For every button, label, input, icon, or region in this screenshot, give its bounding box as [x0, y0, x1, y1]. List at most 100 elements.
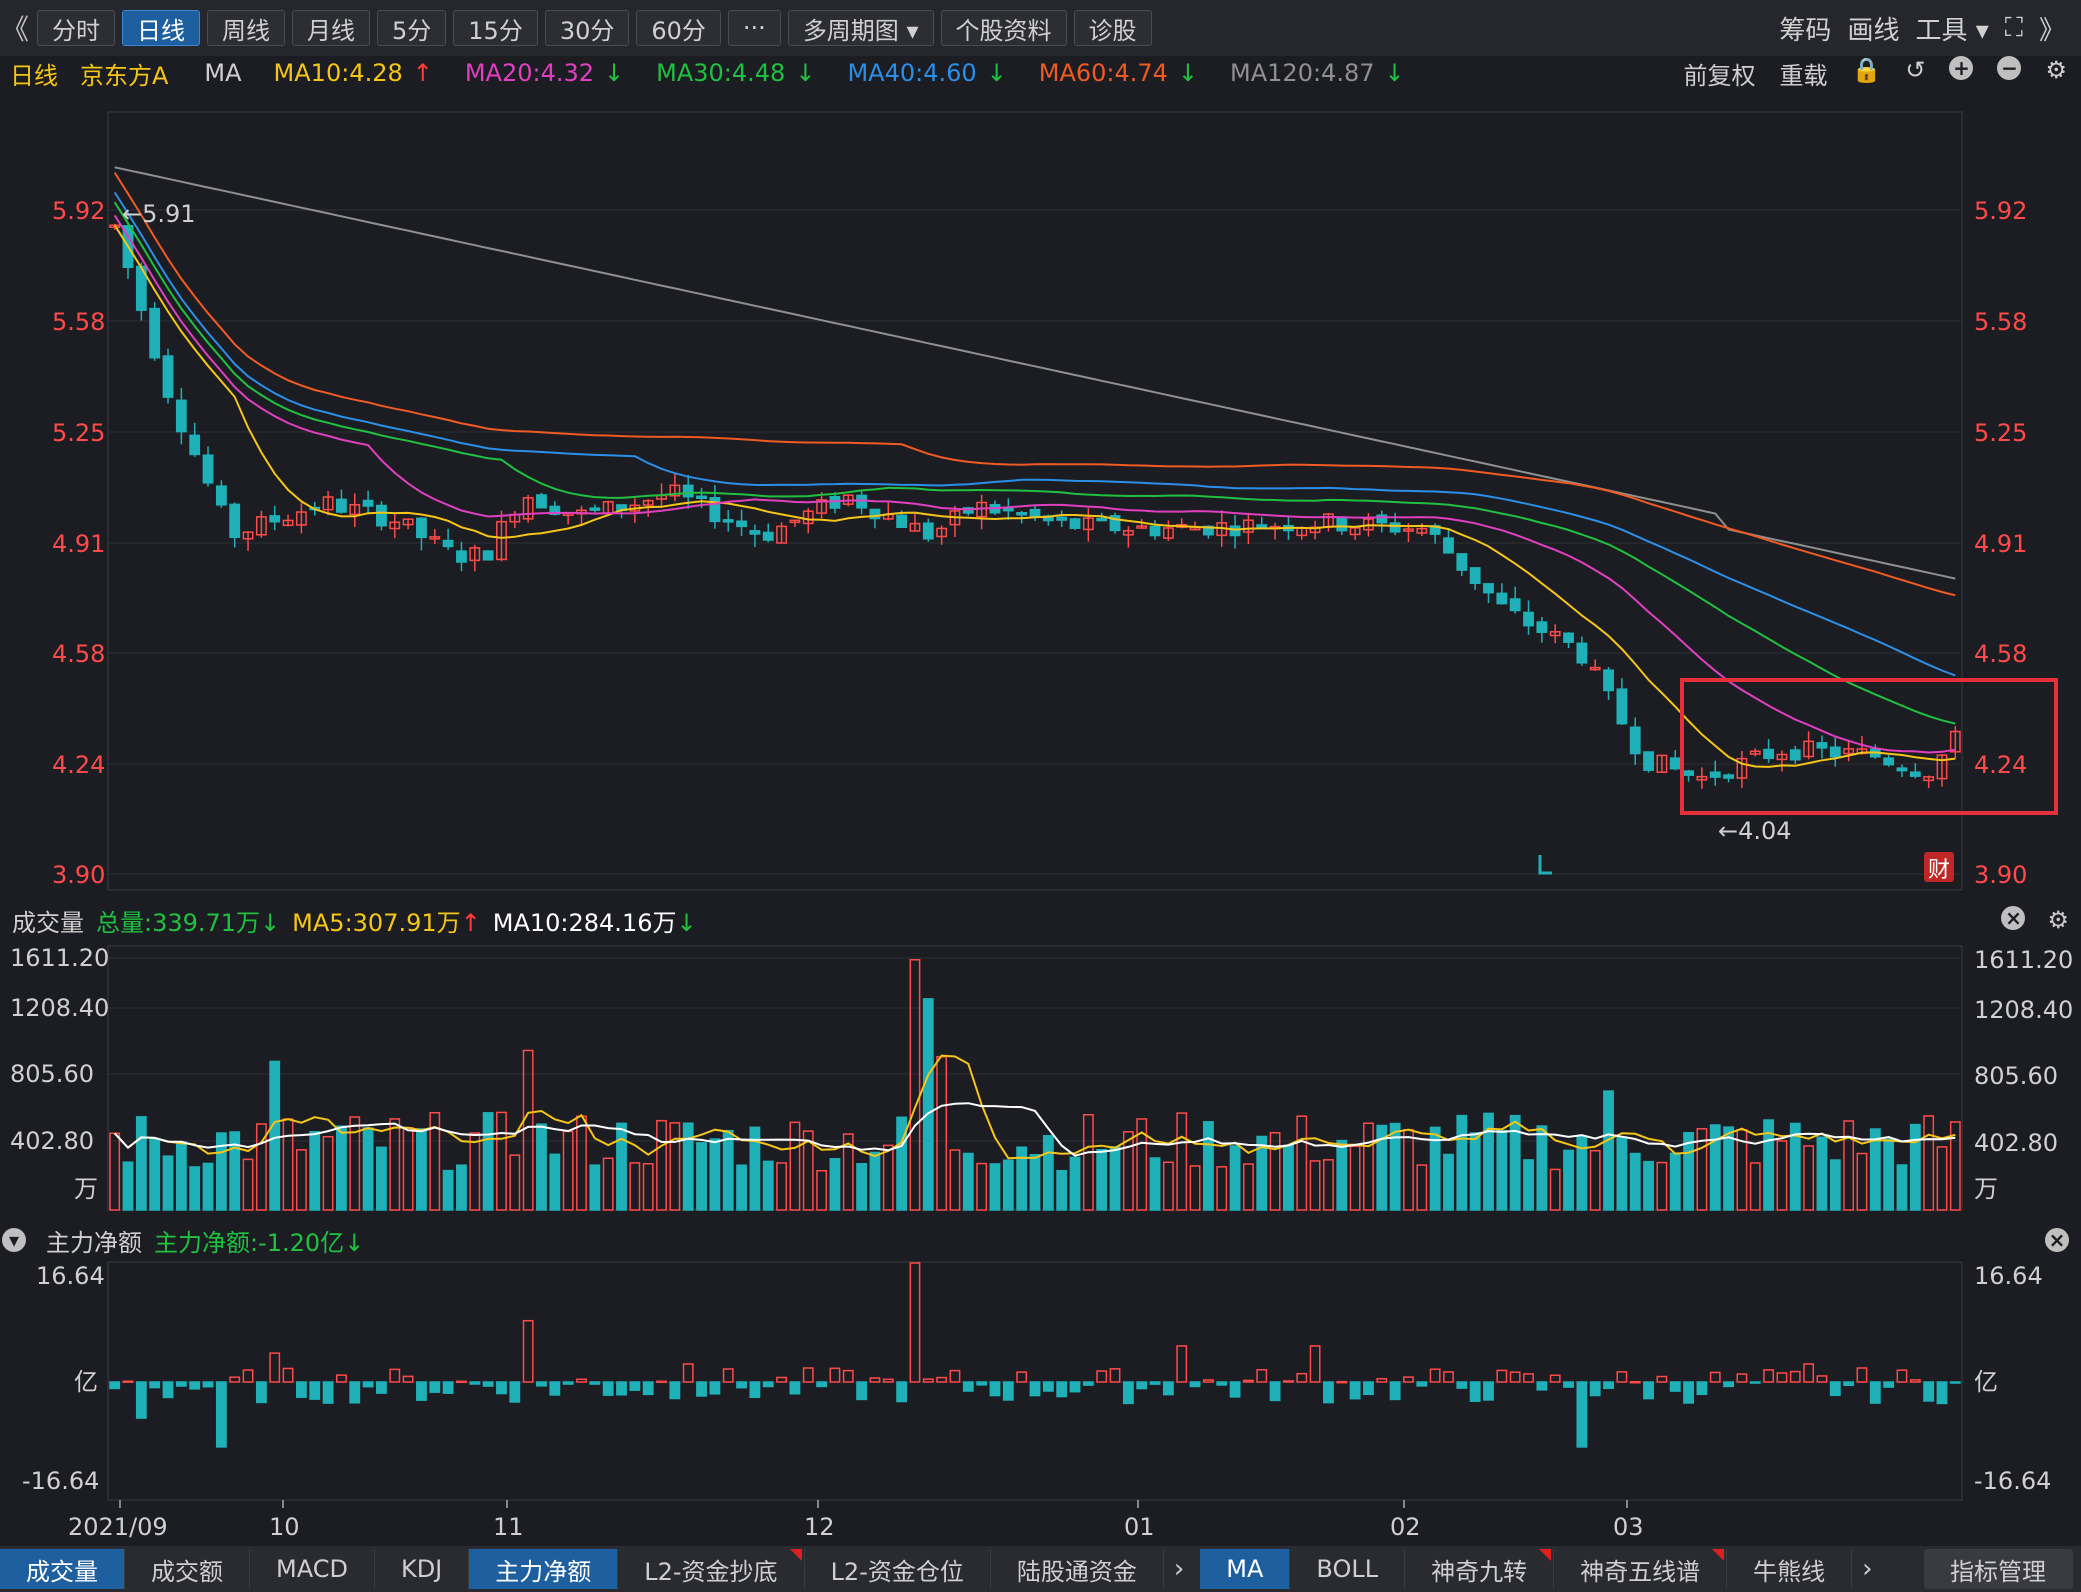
zoom-in-icon[interactable]: + [1949, 55, 1974, 80]
lock-icon[interactable]: 🔒 [1851, 55, 1882, 84]
chart-canvas[interactable]: 5.92 5.92 5.58 5.58 5.25 5.25 4.91 4.91 4.58 4.58… [0, 0, 2081, 1546]
mainforce-bar [1309, 1345, 1321, 1383]
volume-bar [175, 1141, 187, 1211]
bottom_tabs2-tab-1[interactable]: BOLL [1290, 1549, 1406, 1589]
draw-line-button[interactable]: 画线 [1847, 15, 1900, 46]
period-button-7[interactable]: 60分 [636, 10, 721, 46]
volume-bar [1789, 1122, 1801, 1211]
mainforce-bar [1736, 1373, 1748, 1383]
reload-button[interactable]: 重载 [1779, 61, 1828, 90]
candle-body [1669, 757, 1681, 770]
zoom-out-icon[interactable]: − [1997, 55, 2022, 80]
bottom_tabs2-tab-4[interactable]: 牛熊线 [1727, 1549, 1853, 1589]
candle-body [1723, 774, 1735, 779]
volume-bar [762, 1160, 774, 1211]
volume-bar [642, 1163, 654, 1211]
tools-button[interactable]: 工具 ▾ [1915, 15, 1989, 46]
prev-arrow-icon[interactable]: 《 [0, 13, 29, 46]
bottom_tabs-tab-5[interactable]: L2-资金抄底 [618, 1549, 805, 1589]
fullscreen-icon[interactable]: ⛶ [2004, 12, 2023, 43]
stock-info-button[interactable]: 个股资料 [940, 10, 1067, 46]
volume-bar [1829, 1159, 1841, 1211]
tabs2-more-arrow-icon[interactable]: › [1862, 1554, 1873, 1584]
ma-label-3: MA40:4.60 ↓ [847, 59, 1007, 87]
collapse-panel-icon[interactable]: ▾ [2, 1228, 26, 1252]
price-tick-right: 5.92 [1974, 197, 2027, 225]
mainforce-bar [1669, 1381, 1681, 1392]
period-button-3[interactable]: 月线 [292, 10, 370, 46]
mainforce-bar [776, 1376, 787, 1383]
candle-body [1589, 666, 1601, 671]
mainforce-bar [1389, 1381, 1401, 1401]
candle-body [1069, 518, 1081, 529]
bottom_tabs2-tab-0[interactable]: MA [1200, 1549, 1291, 1589]
mainforce-bar [1229, 1381, 1241, 1398]
volume-tick-left: 402.80 [10, 1127, 94, 1155]
indicator-management-button[interactable]: 指标管理 [1924, 1549, 2073, 1589]
bottom_tabs-tab-4[interactable]: 主力净额 [469, 1549, 619, 1589]
volume-bar [749, 1126, 761, 1211]
candle-body [922, 522, 934, 540]
period-button-2[interactable]: 周线 [207, 10, 285, 46]
period-button-1[interactable]: 日线 [122, 10, 200, 46]
mainforce-bar [442, 1381, 454, 1394]
candle-body [1416, 527, 1428, 534]
close-panel-icon[interactable]: × [2001, 906, 2026, 930]
bottom_tabs-tab-6[interactable]: L2-资金仓位 [805, 1549, 991, 1589]
period-button-8[interactable]: ··· [727, 10, 781, 46]
mainforce-bar [1536, 1381, 1548, 1391]
bottom_tabs-tab-3[interactable]: KDJ [375, 1549, 470, 1589]
multi-period-button[interactable]: 多周期图 ▾ [787, 10, 934, 46]
mainforce-bar [309, 1381, 321, 1400]
volume-bar [789, 1121, 801, 1211]
date-label: 02 [1390, 1513, 1421, 1541]
bottom_tabs2-tab-2[interactable]: 神奇九转 [1405, 1549, 1555, 1589]
volume-bar [1002, 1159, 1014, 1211]
candle-body [1789, 749, 1801, 761]
panel-settings-gear-icon[interactable]: ⚙ [2047, 906, 2069, 934]
mainforce-panel-header: ▾ 主力净额 主力净额:-1.20亿↓ × [0, 1222, 2081, 1258]
adjust-button[interactable]: 前复权 [1683, 61, 1756, 90]
bottom_tabs2-tab-3[interactable]: 神奇五线谱 [1554, 1549, 1728, 1589]
mainforce-bar [616, 1381, 627, 1396]
bottom_tabs-tab-1[interactable]: 成交额 [125, 1549, 250, 1589]
candle-body [1763, 748, 1775, 760]
candle-body [1563, 632, 1574, 643]
mainforce-bar [722, 1368, 734, 1383]
bottom_tabs-tab-0[interactable]: 成交量 [0, 1549, 125, 1589]
mainforce-bar [1869, 1381, 1881, 1404]
chips-button[interactable]: 筹码 [1779, 15, 1832, 46]
volume-bar [1109, 1146, 1121, 1211]
mainforce-bar [122, 1380, 134, 1383]
volume-bar [1416, 1164, 1428, 1211]
stock-name[interactable]: 京东方A [80, 61, 169, 90]
period-button-6[interactable]: 30分 [544, 10, 630, 46]
close-mainforce-panel-icon[interactable]: × [2045, 1228, 2069, 1252]
undo-icon[interactable]: ↺ [1905, 55, 1926, 84]
next-arrow-icon[interactable]: 》 [2038, 15, 2065, 46]
bottom_tabs-tab-2[interactable]: MACD [250, 1549, 375, 1589]
mainforce-bar [642, 1381, 654, 1396]
volume-bar [215, 1132, 227, 1211]
period-button-0[interactable]: 分时 [37, 10, 115, 46]
period-button-4[interactable]: 5分 [377, 10, 447, 46]
tabs-more-arrow-icon[interactable]: › [1173, 1554, 1185, 1584]
volume-bar [1589, 1149, 1601, 1211]
candle-body [402, 518, 414, 526]
period-button-5[interactable]: 15分 [453, 10, 538, 46]
volume-bar [1283, 1144, 1294, 1211]
mainforce-bar [1589, 1381, 1601, 1397]
price-tick-right: 4.24 [1974, 751, 2027, 779]
finance-badge[interactable] [1924, 852, 1954, 882]
candle-body [909, 522, 921, 532]
mainforce-bar [335, 1374, 347, 1383]
candle-body [416, 517, 427, 539]
settings-gear-icon[interactable]: ⚙ [2045, 55, 2067, 84]
diagnose-button[interactable]: 诊股 [1073, 10, 1152, 46]
indicator-name[interactable]: MA [204, 59, 242, 87]
mainforce-bar [189, 1381, 201, 1390]
volume-bar [682, 1122, 694, 1211]
volume-bar [1336, 1139, 1348, 1211]
bottom_tabs-tab-7[interactable]: 陆股通资金 [991, 1549, 1164, 1589]
volume-bar [389, 1118, 401, 1211]
